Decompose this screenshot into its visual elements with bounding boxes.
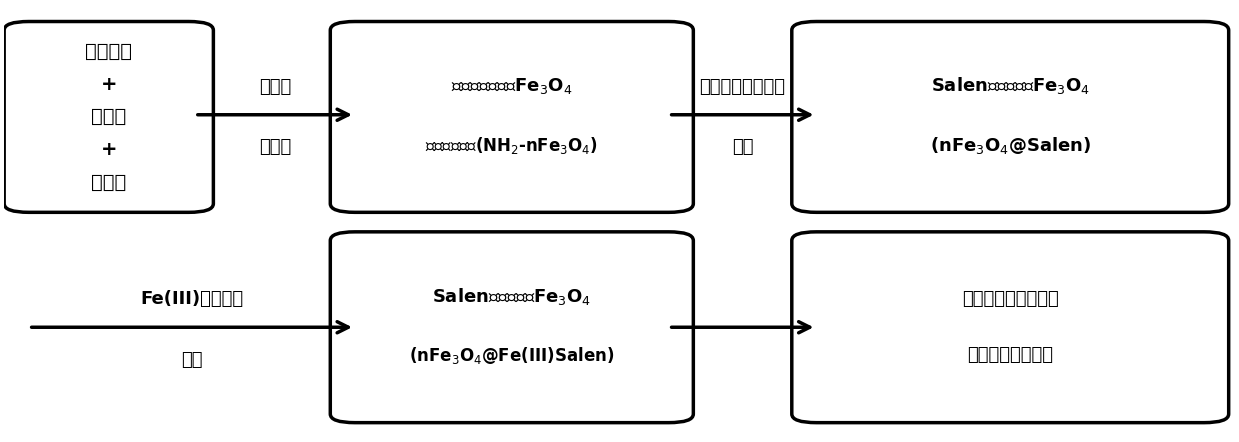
Text: Salen功能化纳米Fe$_3$O$_4$: Salen功能化纳米Fe$_3$O$_4$ (432, 286, 591, 306)
Text: 反应釜: 反应釜 (259, 138, 291, 156)
Text: 氨基功能化纳米Fe$_3$O$_4$: 氨基功能化纳米Fe$_3$O$_4$ (451, 76, 572, 96)
Text: 应用于环境中持久性: 应用于环境中持久性 (961, 290, 1058, 308)
FancyBboxPatch shape (792, 22, 1229, 212)
Text: +: + (100, 75, 116, 94)
Text: 污染物的催化降解: 污染物的催化降解 (968, 347, 1053, 365)
FancyBboxPatch shape (331, 22, 694, 212)
Text: Fe(III)的醇溶液: Fe(III)的醇溶液 (140, 290, 243, 308)
Text: 邻羟基取代苯甲醛: 邻羟基取代苯甲醛 (700, 77, 786, 95)
Text: (nFe$_3$O$_4$@Salen): (nFe$_3$O$_4$@Salen) (929, 135, 1090, 156)
Text: 磁性复合材料(NH$_2$-nFe$_3$O$_4$): 磁性复合材料(NH$_2$-nFe$_3$O$_4$) (425, 135, 598, 156)
Text: 搅拌: 搅拌 (181, 351, 203, 369)
FancyBboxPatch shape (792, 232, 1229, 423)
FancyBboxPatch shape (331, 232, 694, 423)
Text: Salen功能化纳米Fe$_3$O$_4$: Salen功能化纳米Fe$_3$O$_4$ (930, 75, 1090, 96)
FancyBboxPatch shape (4, 22, 213, 212)
Text: +: + (100, 140, 116, 159)
Text: 三价铁盐: 三价铁盐 (85, 42, 133, 61)
Text: 乙二醇: 乙二醇 (259, 77, 291, 95)
Text: 搅拌: 搅拌 (732, 138, 753, 156)
Text: (nFe$_3$O$_4$@Fe(III)Salen): (nFe$_3$O$_4$@Fe(III)Salen) (409, 345, 615, 366)
Text: 醋酸盐: 醋酸盐 (92, 107, 126, 126)
Text: 有机胺: 有机胺 (92, 172, 126, 191)
